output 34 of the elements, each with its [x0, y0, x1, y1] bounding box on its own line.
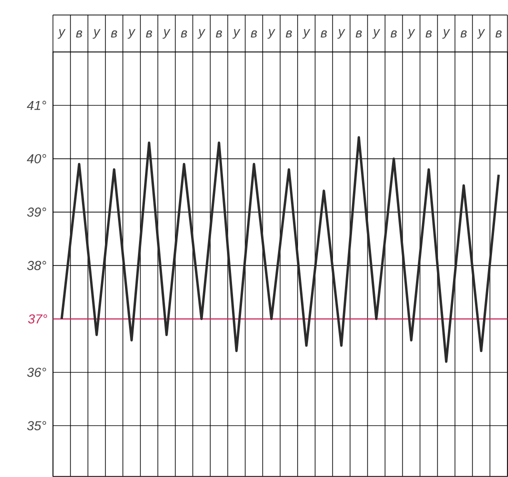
x-tick-label: в — [216, 30, 222, 38]
x-tick-label: у — [128, 29, 136, 39]
x-tick-label: в — [76, 30, 82, 38]
x-tick-label: у — [337, 29, 346, 39]
x-tick-label: у — [198, 29, 206, 39]
ref-line-label: 37° — [28, 314, 48, 324]
y-tick-label: 35° — [27, 421, 46, 430]
x-tick-label: в — [110, 30, 118, 38]
x-tick-label: в — [390, 30, 397, 38]
x-tick-label: у — [302, 29, 310, 39]
x-tick-label: у — [58, 29, 66, 39]
x-tick-label: у — [267, 29, 276, 39]
x-tick-label: у — [92, 29, 101, 39]
x-tick-label: у — [372, 29, 380, 39]
y-tick-label: 39° — [27, 208, 46, 217]
y-tick-label: 36° — [27, 368, 46, 377]
line-series — [60, 136, 500, 363]
y-tick-label: 40° — [26, 154, 46, 164]
x-tick-label: у — [162, 29, 170, 39]
x-tick-label: в — [356, 30, 362, 38]
x-tick-label: у — [442, 29, 450, 39]
x-tick-label: в — [180, 30, 188, 38]
y-tick-label: 38° — [27, 261, 46, 270]
x-tick-label: у — [477, 29, 486, 39]
y-tick-label: 41° — [26, 100, 46, 110]
x-tick-label: у — [232, 29, 240, 39]
x-tick-label: в — [460, 30, 467, 38]
x-tick-label: в — [146, 30, 152, 38]
x-tick-label: в — [320, 30, 327, 38]
x-tick-label: у — [407, 29, 416, 39]
x-tick-label: в — [426, 30, 432, 38]
x-tick-label: в — [286, 30, 292, 38]
x-tick-label: в — [496, 30, 502, 38]
x-tick-label: в — [250, 30, 257, 38]
